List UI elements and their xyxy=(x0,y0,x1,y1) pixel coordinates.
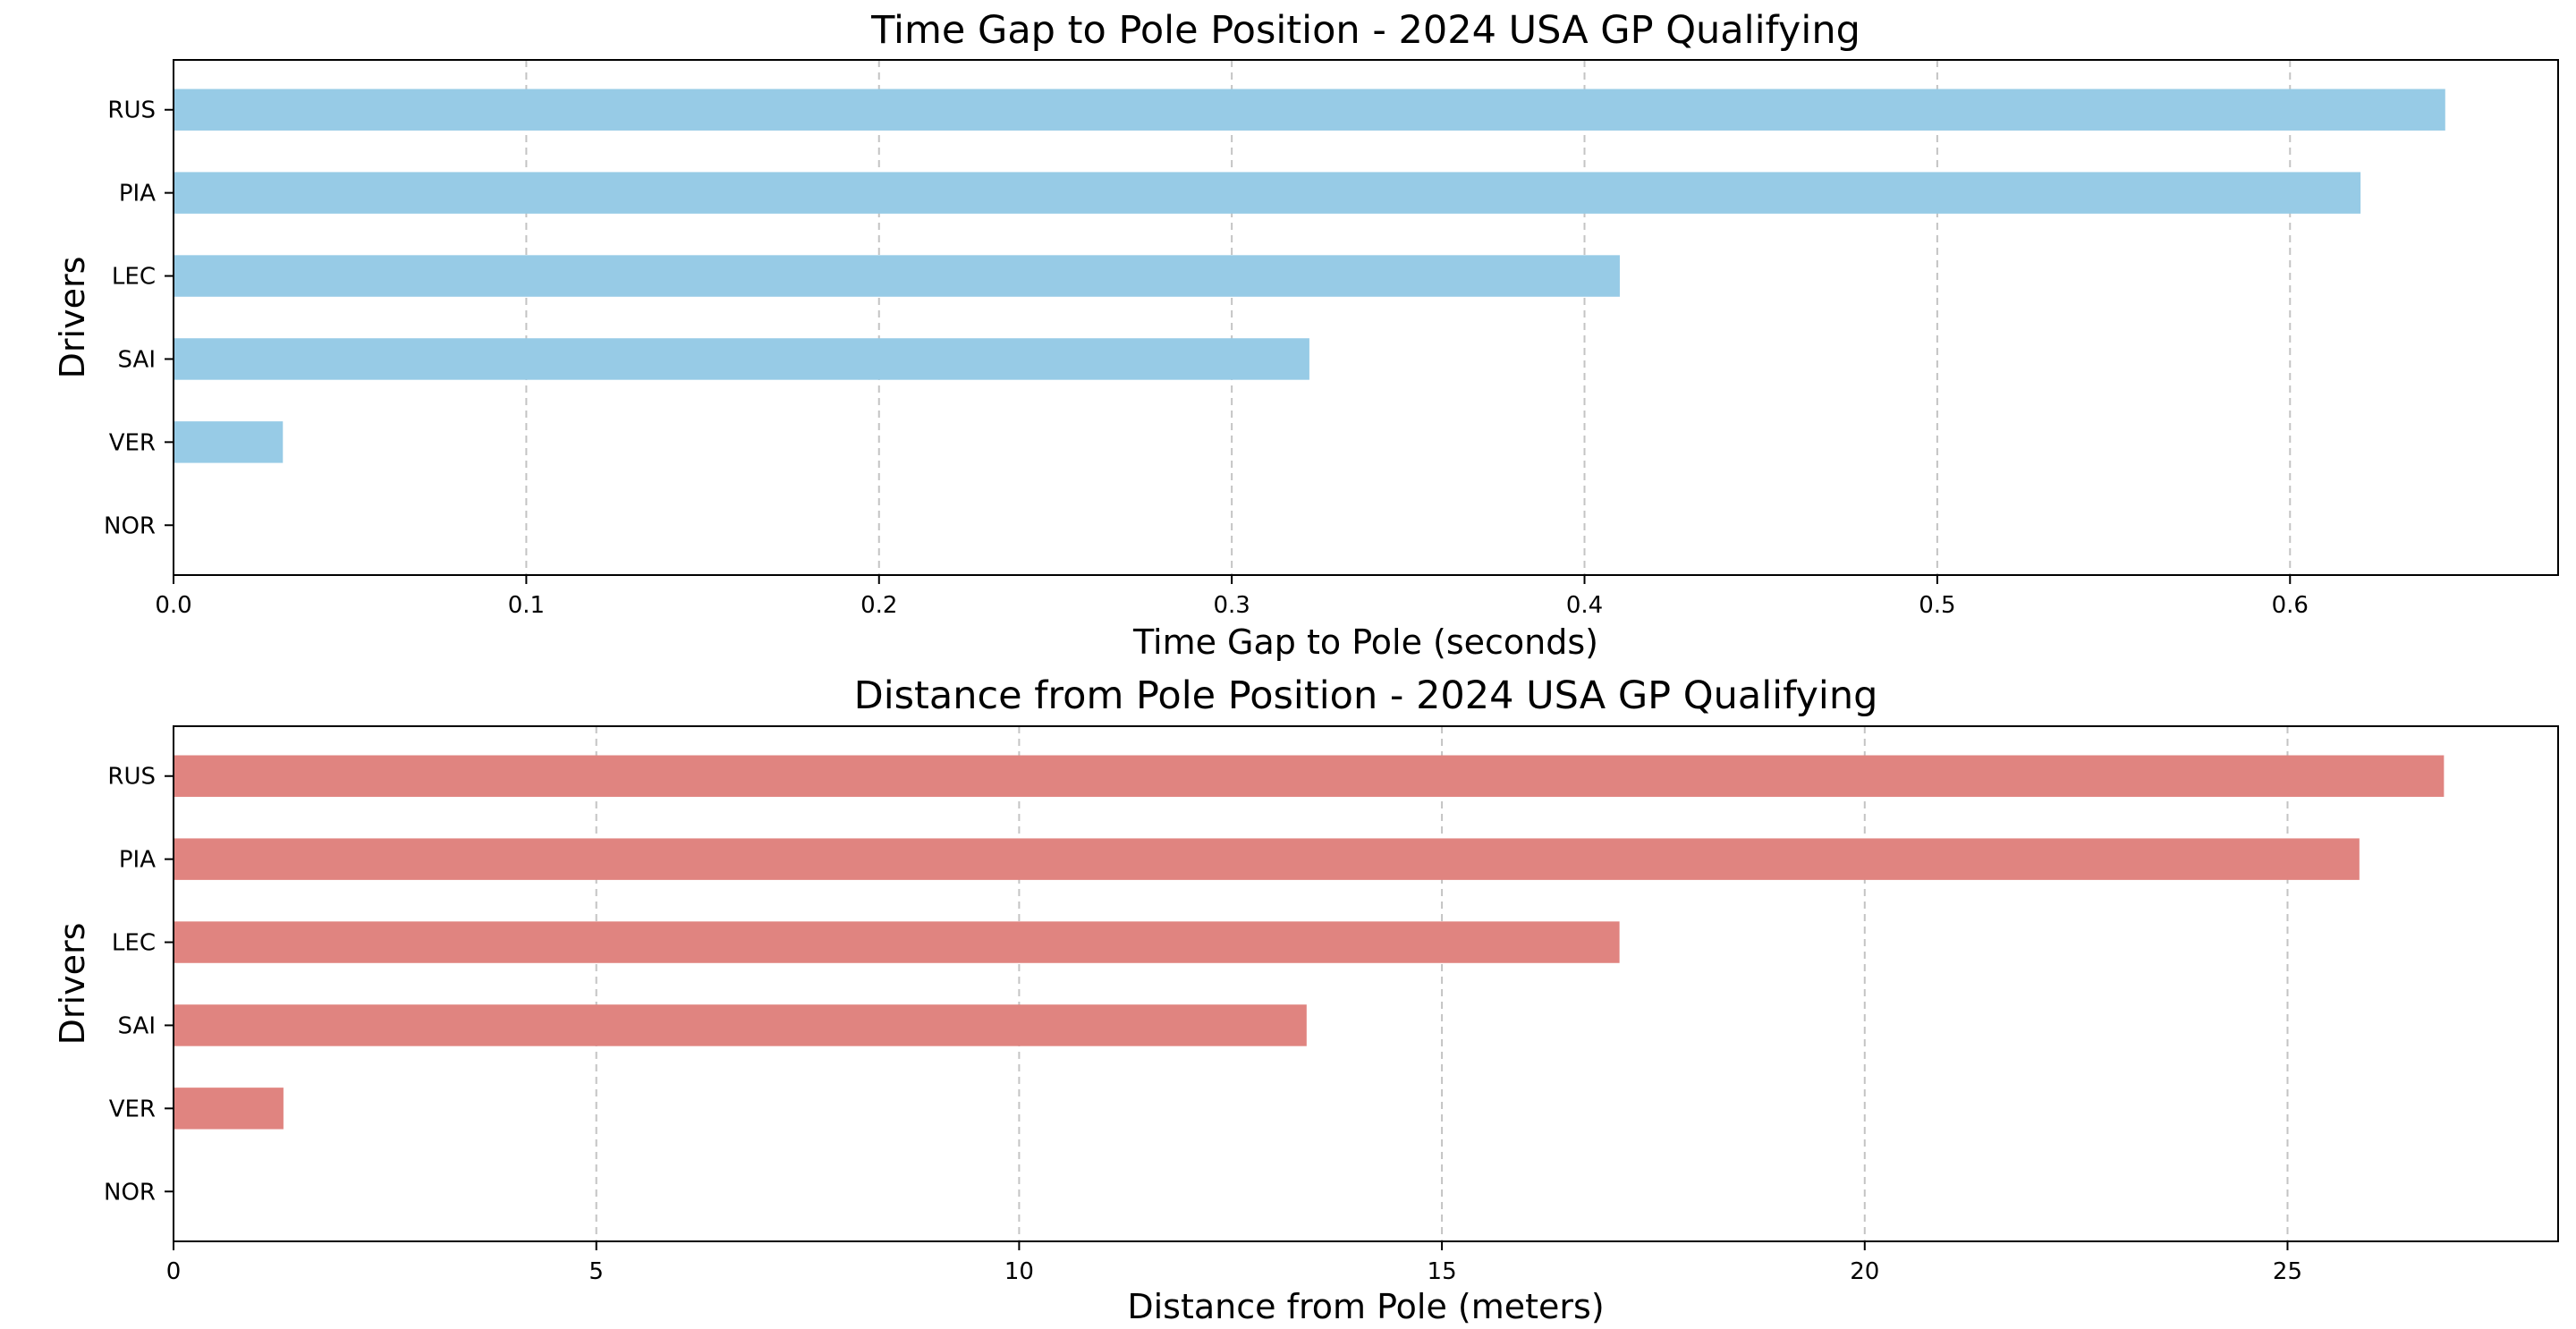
x-gridlines xyxy=(173,60,2292,575)
y-ticks: NOR VER SAI LEC PIA RUS xyxy=(104,764,174,1206)
y-tick-label-sai: SAI xyxy=(118,1012,156,1039)
y-tick-label-rus: RUS xyxy=(107,97,156,124)
y-tick-label-sai: SAI xyxy=(118,346,156,373)
y-tick-label-lec: LEC xyxy=(112,930,156,957)
chart-distance: Distance from Pole Position - 2024 USA G… xyxy=(53,673,2559,1326)
chart-title: Time Gap to Pole Position - 2024 USA GP … xyxy=(870,8,1860,53)
x-tick-label: 0.1 xyxy=(508,592,545,619)
x-tick-label: 0 xyxy=(166,1258,182,1285)
y-tick-label-pia: PIA xyxy=(119,847,156,874)
x-ticks: 0.0 0.1 0.2 0.3 0.4 0.5 0.6 xyxy=(155,575,2309,619)
x-ticks: 0 5 10 15 20 25 xyxy=(166,1241,2302,1285)
bars xyxy=(174,755,2445,1130)
y-axis-label: Drivers xyxy=(53,923,92,1045)
y-tick-label-ver: VER xyxy=(109,429,156,456)
x-tick-label: 20 xyxy=(1850,1258,1879,1285)
chart-time-gap: Time Gap to Pole Position - 2024 USA GP … xyxy=(53,8,2559,662)
bar-rus xyxy=(174,755,2445,797)
bar-sai xyxy=(174,338,1309,380)
bar-sai xyxy=(174,1004,1307,1046)
x-tick-label: 0.2 xyxy=(860,592,897,619)
bar-rus xyxy=(174,89,2445,131)
x-tick-label: 0.5 xyxy=(1919,592,1955,619)
plot-frame xyxy=(173,59,2559,576)
bars xyxy=(174,89,2445,463)
x-tick-label: 10 xyxy=(1004,1258,1034,1285)
plot-frame xyxy=(173,725,2559,1242)
y-tick-label-pia: PIA xyxy=(119,181,156,207)
chart-title: Distance from Pole Position - 2024 USA G… xyxy=(854,673,1878,718)
y-tick-label-nor: NOR xyxy=(104,512,156,539)
y-axis-label: Drivers xyxy=(53,257,92,379)
y-tick-label-nor: NOR xyxy=(104,1179,156,1206)
y-tick-label-ver: VER xyxy=(109,1096,156,1122)
bar-ver xyxy=(174,421,284,463)
x-gridlines xyxy=(173,726,2289,1241)
bar-ver xyxy=(174,1088,284,1130)
x-tick-label: 0.6 xyxy=(2272,592,2309,619)
bar-lec xyxy=(174,255,1620,297)
bar-pia xyxy=(174,172,2361,214)
x-tick-label: 0.0 xyxy=(155,592,191,619)
x-tick-label: 25 xyxy=(2273,1258,2302,1285)
x-tick-label: 0.4 xyxy=(1566,592,1603,619)
x-tick-label: 5 xyxy=(589,1258,604,1285)
y-ticks: NOR VER SAI LEC PIA RUS xyxy=(104,97,174,539)
bar-lec xyxy=(174,921,1620,963)
x-axis-label: Distance from Pole (meters) xyxy=(1127,1287,1604,1326)
y-tick-label-rus: RUS xyxy=(107,764,156,791)
bar-pia xyxy=(174,838,2360,880)
y-tick-label-lec: LEC xyxy=(112,264,156,291)
x-tick-label: 15 xyxy=(1428,1258,1457,1285)
x-axis-label: Time Gap to Pole (seconds) xyxy=(1132,622,1598,662)
x-tick-label: 0.3 xyxy=(1213,592,1250,619)
